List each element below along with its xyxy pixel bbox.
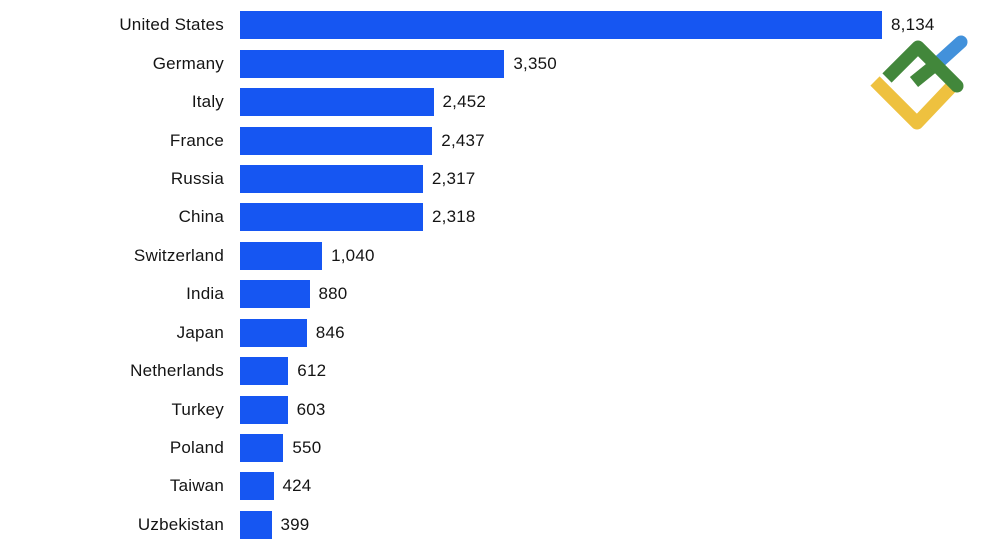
- bar-track: 8,134: [240, 11, 1000, 40]
- bar-row: Netherlands 612: [0, 352, 1000, 390]
- bar-track: 612: [240, 357, 1000, 386]
- bar-label: France: [169, 130, 224, 150]
- bar-track: 550: [240, 434, 1000, 463]
- bar: [240, 280, 310, 309]
- bar-track: 2,318: [240, 203, 1000, 232]
- bar-label: China: [178, 207, 224, 227]
- bar: [240, 11, 882, 40]
- bar-label: Netherlands: [130, 361, 224, 381]
- bar-row: Turkey 603: [0, 390, 1000, 428]
- logo-green-arm-cap: [950, 79, 964, 93]
- bar: [240, 434, 284, 463]
- bar-value: 603: [296, 399, 326, 419]
- bar-track: 3,350: [240, 49, 1000, 78]
- bar-label: Switzerland: [133, 245, 224, 265]
- bar-row: India 880: [0, 275, 1000, 313]
- bar-chart: United States 8,134 Germany 3,350 Italy 2,452…: [0, 6, 1000, 544]
- bar-track: 880: [240, 280, 1000, 309]
- bar: [240, 241, 323, 270]
- bar-value: 1,040: [331, 245, 375, 265]
- bar: [240, 395, 288, 424]
- bar-value: 2,318: [432, 207, 476, 227]
- bar-label: Japan: [176, 322, 224, 342]
- logo-green-chevron: [882, 40, 962, 91]
- bar: [240, 510, 272, 539]
- bar-row: United States 8,134: [0, 6, 1000, 44]
- bar-track: 2,317: [240, 164, 1000, 193]
- bar-label: Germany: [152, 53, 224, 73]
- bar-row: France 2,437: [0, 121, 1000, 159]
- bar-row: Russia 2,317: [0, 160, 1000, 198]
- bar: [240, 357, 289, 386]
- bar-value: 2,317: [431, 168, 476, 188]
- logo-blue-stroke: [933, 35, 968, 68]
- litefinance-logo: [870, 35, 968, 130]
- bar-row: Germany 3,350: [0, 44, 1000, 82]
- bar-value: 424: [282, 476, 312, 496]
- bar-track: 2,437: [240, 126, 1000, 155]
- bar-track: 424: [240, 472, 1000, 501]
- bar-track: 846: [240, 318, 1000, 347]
- bar: [240, 49, 505, 78]
- bar: [240, 203, 423, 232]
- bar-row: Japan 846: [0, 314, 1000, 352]
- bar-label: Italy: [191, 92, 224, 112]
- bar: [240, 88, 434, 117]
- bar-value: 612: [297, 361, 327, 381]
- bar-row: China 2,318: [0, 198, 1000, 236]
- bar-row: Taiwan 424: [0, 467, 1000, 505]
- bar-label: Russia: [170, 168, 224, 188]
- bar-label: India: [186, 284, 224, 304]
- bar-track: 1,040: [240, 241, 1000, 270]
- bar-value: 399: [280, 514, 310, 534]
- bar-track: 2,452: [240, 88, 1000, 117]
- bar-row: Uzbekistan 399: [0, 506, 1000, 544]
- bar-label: Uzbekistan: [137, 514, 224, 534]
- bar-row: Switzerland 1,040: [0, 237, 1000, 275]
- logo-yellow-check: [870, 76, 959, 130]
- bar-track: 603: [240, 395, 1000, 424]
- bar-value: 3,350: [513, 53, 557, 73]
- bar: [240, 472, 274, 501]
- bar-row: Poland 550: [0, 429, 1000, 467]
- bar-value: 2,452: [442, 92, 487, 112]
- bar-row: Italy 2,452: [0, 83, 1000, 121]
- bar-value: 880: [318, 284, 348, 304]
- bar-value: 2,437: [441, 130, 485, 150]
- bar-value: 8,134: [891, 15, 935, 35]
- bar-label: United States: [119, 15, 224, 35]
- bar-track: 399: [240, 510, 1000, 539]
- bar-value: 846: [315, 322, 345, 342]
- bar-label: Taiwan: [169, 476, 224, 496]
- bar-value: 550: [292, 438, 322, 458]
- bar-label: Turkey: [171, 399, 224, 419]
- bar: [240, 318, 307, 347]
- bar: [240, 126, 433, 155]
- bar-label: Poland: [169, 438, 224, 458]
- bar: [240, 164, 423, 193]
